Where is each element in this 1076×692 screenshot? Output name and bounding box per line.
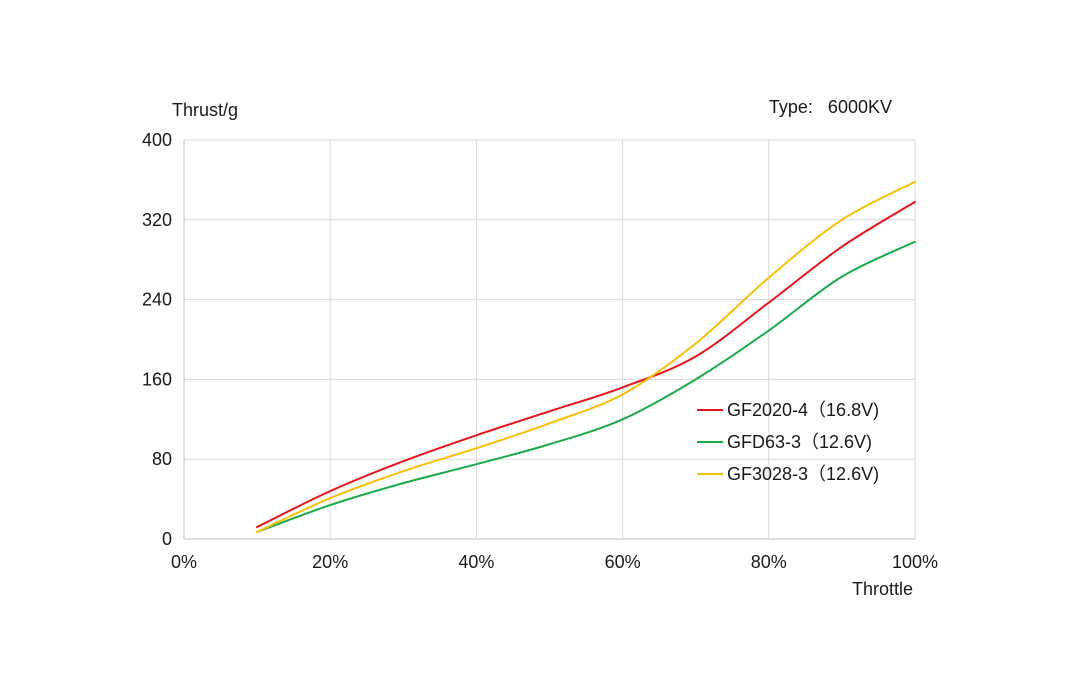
series-line-3: [256, 180, 916, 534]
type-annotation: Type: 6000KV: [769, 97, 892, 117]
x-tick-label: 0%: [171, 552, 197, 572]
legend-label: GFD63-3（12.6V): [727, 432, 872, 452]
x-axis-label: Throttle: [852, 579, 913, 599]
y-tick-label: 0: [162, 529, 172, 549]
x-tick-label: 40%: [458, 552, 494, 572]
grid: [183, 139, 916, 540]
series-line-1: [256, 200, 916, 529]
y-tick-label: 240: [142, 290, 172, 310]
legend-label: GF3028-3（12.6V): [727, 464, 879, 484]
x-tick-label: 100%: [892, 552, 938, 572]
x-tick-label: 60%: [605, 552, 641, 572]
y-tick-label: 400: [142, 130, 172, 150]
x-tick-label: 80%: [751, 552, 787, 572]
y-tick-label: 320: [142, 210, 172, 230]
y-axis-label: Thrust/g: [172, 100, 238, 120]
y-tick-label: 80: [152, 449, 172, 469]
y-tick-label: 160: [142, 369, 172, 389]
legend-label: GF2020-4（16.8V): [727, 400, 879, 420]
x-tick-label: 20%: [312, 552, 348, 572]
legend: GF2020-4（16.8V) GFD63-3（12.6V) GF3028-3（12…: [697, 400, 879, 484]
series-line-2: [256, 240, 916, 534]
series-lines: [256, 180, 916, 534]
tick-labels: 0 80 160 240 320 400 0% 20% 40% 60% 80% 100%: [142, 130, 938, 572]
